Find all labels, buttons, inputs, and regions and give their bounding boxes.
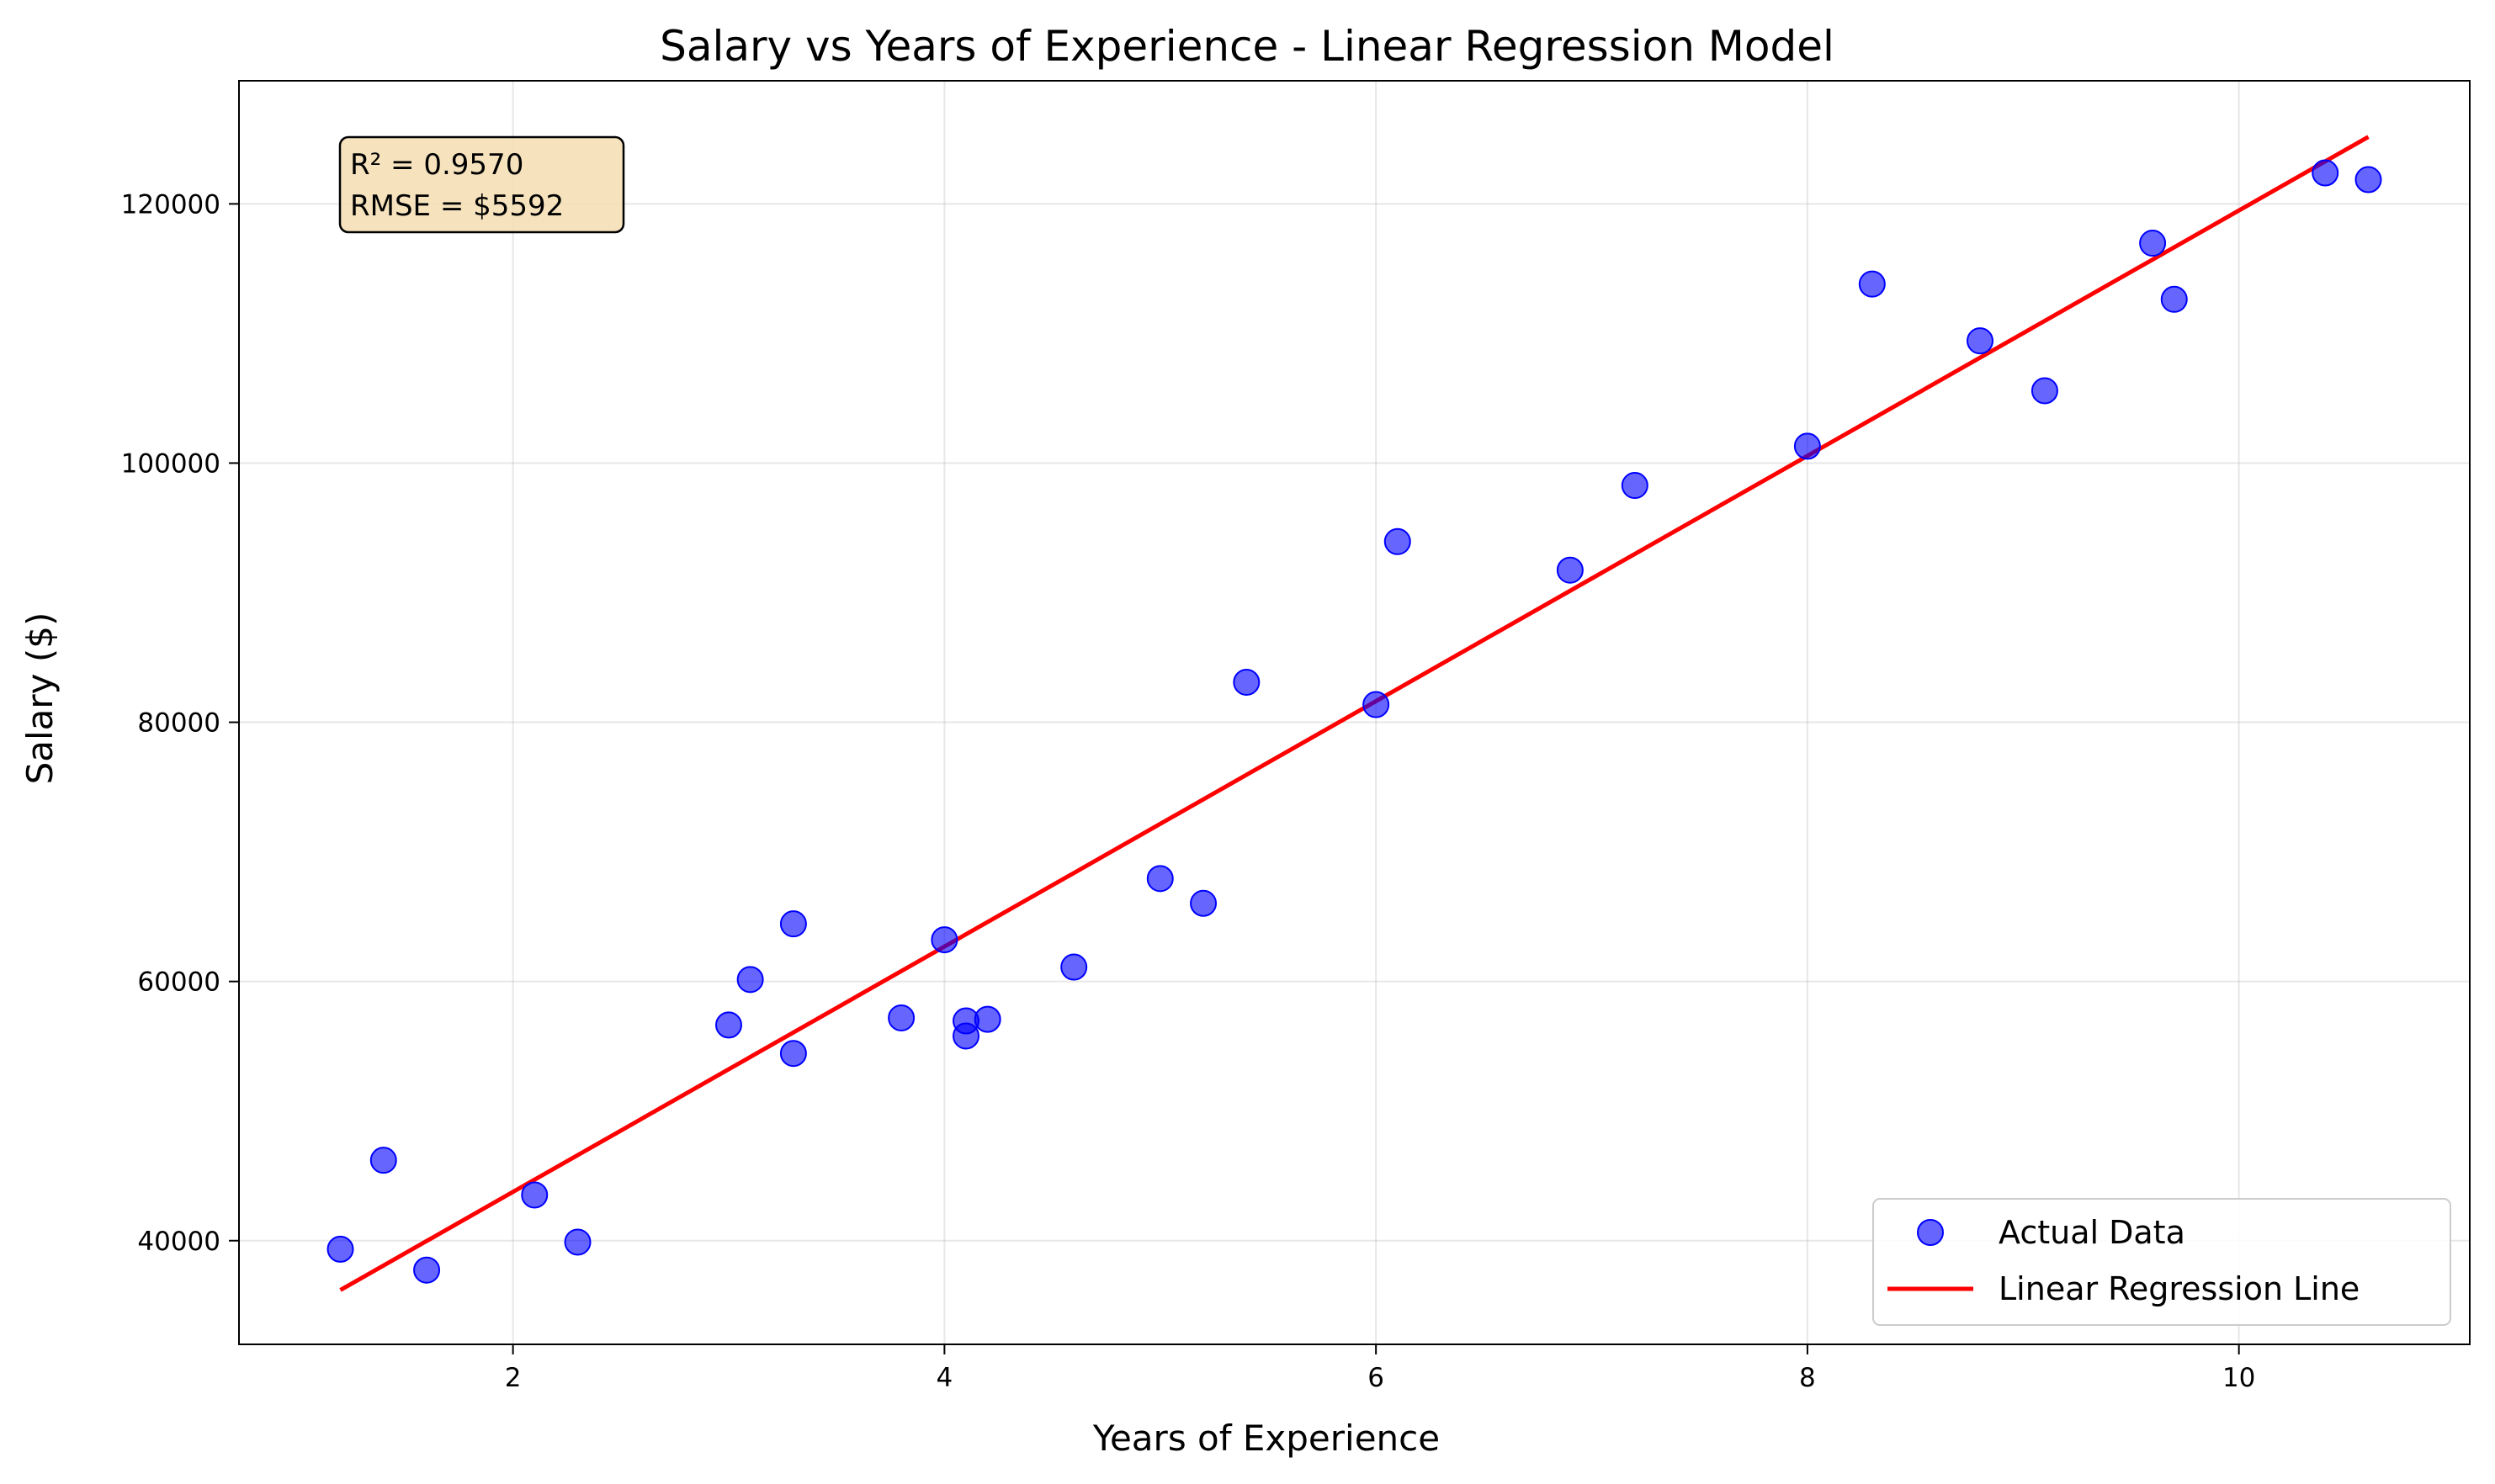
data-point xyxy=(1858,270,1886,298)
y-tick-label: 100000 xyxy=(121,448,220,479)
legend-label-actual-data: Actual Data xyxy=(1999,1214,2185,1251)
x-tick-label: 6 xyxy=(1367,1363,1384,1393)
data-point xyxy=(1383,527,1411,555)
axis-ticks: 2 4 6 8 10 40000 60000 80000 100000 120000 xyxy=(121,189,2256,1393)
data-point xyxy=(2031,377,2058,405)
legend: Actual Data Linear Regression Line xyxy=(1872,1198,2451,1326)
data-point xyxy=(326,1235,354,1263)
legend-marker-actual-data xyxy=(1917,1219,1944,1246)
regression-line-layer xyxy=(339,135,2370,1292)
data-point xyxy=(2139,230,2167,257)
data-point xyxy=(1967,327,1994,355)
data-point xyxy=(1146,865,1174,893)
data-point xyxy=(369,1147,397,1174)
regression-line xyxy=(339,135,2370,1292)
data-point xyxy=(2160,285,2188,313)
data-point xyxy=(714,1011,742,1039)
data-point xyxy=(779,1040,807,1068)
stats-rmse: RMSE = $5592 xyxy=(350,189,564,223)
data-point xyxy=(1793,432,1821,460)
legend-box xyxy=(1872,1198,2451,1326)
x-tick-label: 10 xyxy=(2222,1363,2255,1393)
data-point xyxy=(521,1181,549,1209)
stats-annotation-box xyxy=(338,135,625,234)
data-point xyxy=(413,1256,441,1284)
data-point xyxy=(1233,668,1261,696)
x-axis-label: Years of Experience xyxy=(1092,1418,1440,1459)
stats-annotation: R² = 0.9570 RMSE = $5592 xyxy=(338,135,625,234)
plot-frame xyxy=(238,80,2471,1345)
x-tick-label: 4 xyxy=(937,1363,953,1393)
data-point xyxy=(888,1004,916,1031)
scatter-points xyxy=(326,159,2382,1284)
y-tick-label: 80000 xyxy=(137,708,220,739)
data-point xyxy=(1060,953,1088,981)
legend-label-regression-line: Linear Regression Line xyxy=(1999,1270,2360,1307)
data-point xyxy=(931,926,958,954)
chart-title: Salary vs Years of Experience - Linear R… xyxy=(660,22,1834,71)
data-point xyxy=(1621,472,1648,500)
data-point xyxy=(2312,159,2339,187)
y-tick-label: 120000 xyxy=(121,189,220,220)
data-point xyxy=(779,910,807,938)
y-tick-label: 40000 xyxy=(137,1227,220,1257)
stats-r-squared: R² = 0.9570 xyxy=(350,148,523,182)
data-point xyxy=(974,1005,1001,1033)
data-point xyxy=(1556,556,1584,584)
x-tick-label: 8 xyxy=(1799,1363,1816,1393)
data-point xyxy=(2354,166,2382,193)
data-point xyxy=(1190,889,1218,917)
y-axis-label: Salary ($) xyxy=(19,612,61,785)
data-point xyxy=(564,1228,592,1256)
data-point xyxy=(1362,691,1390,718)
x-tick-label: 2 xyxy=(505,1363,522,1393)
data-point xyxy=(736,966,764,994)
y-tick-label: 60000 xyxy=(137,967,220,998)
